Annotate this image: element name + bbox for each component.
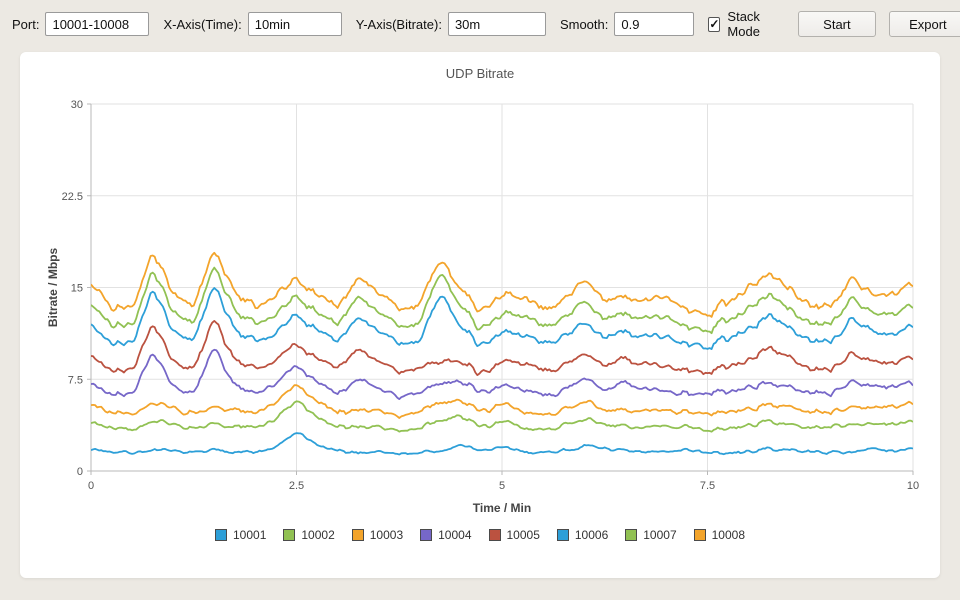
legend-swatch-icon	[488, 529, 501, 541]
series-line-10007	[91, 266, 913, 335]
y-tick-label: 22.5	[62, 191, 83, 203]
legend-swatch-icon	[351, 529, 364, 541]
series-line-10004	[91, 348, 913, 400]
y-tick-label: 0	[77, 466, 83, 478]
legend-swatch-icon	[625, 529, 638, 541]
y-axis-label: Y-Axis(Bitrate):	[355, 16, 442, 32]
checkmark-icon: ✓	[708, 16, 721, 32]
series-line-10006	[91, 287, 913, 350]
x-tick-label: 5	[499, 480, 505, 492]
toolbar: Port: X-Axis(Time): Y-Axis(Bitrate): Smo…	[0, 0, 960, 48]
y-axis-title: Bitrate / Mbps	[46, 248, 60, 328]
export-button[interactable]: Export	[888, 11, 960, 37]
legend-swatch-icon	[215, 529, 227, 541]
udp-bitrate-chart: 0 7.5 15 22.5 30 0 2.5 5 7.5 10 Bitrate / Mbps Time…	[46, 99, 919, 515]
x-tick-label: 10	[907, 480, 919, 492]
stack-mode-label: Stack Mode	[727, 9, 760, 39]
legend-item-10002: 10002	[283, 528, 335, 542]
legend-label: 10007	[643, 528, 677, 542]
series-group	[91, 251, 913, 456]
x-axis-label: X-Axis(Time):	[163, 16, 242, 32]
legend-label: 10005	[506, 528, 540, 542]
legend-label: 10006	[574, 528, 609, 542]
series-line-10001	[91, 432, 913, 456]
x-axis-input[interactable]	[247, 12, 342, 36]
chart-legend: 10001 10002 10003 10004 10005 10006 10007 10008	[20, 528, 940, 542]
chart-card: UDP Bitrate 0 7.5 15 22.5 30 0 2.5 5 7.5 10 Bitrat…	[20, 52, 940, 578]
legend-swatch-icon	[556, 529, 569, 541]
legend-label: 10003	[369, 528, 404, 542]
x-tick-label: 7.5	[700, 480, 715, 492]
legend-item-10004: 10004	[420, 528, 472, 542]
legend-swatch-icon	[693, 529, 706, 541]
x-tick-label: 2.5	[289, 480, 304, 492]
legend-item-10006: 10006	[556, 528, 609, 542]
y-tick-label: 7.5	[68, 374, 83, 386]
start-button[interactable]: Start	[797, 11, 876, 37]
legend-item-10008: 10008	[693, 528, 745, 542]
series-line-10003	[91, 384, 913, 419]
port-input[interactable]	[45, 12, 150, 36]
x-tick-label: 0	[88, 480, 94, 492]
legend-item-10003: 10003	[351, 528, 404, 542]
y-tick-label: 30	[71, 99, 83, 111]
smooth-label: Smooth:	[559, 16, 609, 32]
series-line-10002	[91, 400, 913, 433]
y-axis-input[interactable]	[447, 12, 546, 36]
x-axis-title: Time / Min	[473, 501, 531, 515]
series-line-10008	[91, 251, 913, 318]
smooth-input[interactable]	[614, 12, 695, 36]
legend-item-10001: 10001	[215, 528, 266, 542]
legend-swatch-icon	[420, 529, 433, 541]
legend-swatch-icon	[283, 529, 296, 541]
legend-label: 10004	[438, 528, 472, 542]
legend-item-10007: 10007	[625, 528, 677, 542]
chart-title: UDP Bitrate	[445, 66, 515, 81]
y-tick-label: 15	[71, 283, 83, 295]
port-label: Port:	[12, 16, 40, 32]
stack-mode-checkbox[interactable]: ✓ Stack Mode	[708, 9, 763, 39]
legend-label: 10002	[301, 528, 335, 542]
legend-item-10005: 10005	[488, 528, 540, 542]
legend-label: 10001	[233, 528, 267, 542]
series-line-10005	[91, 320, 913, 376]
legend-label: 10008	[711, 528, 745, 542]
